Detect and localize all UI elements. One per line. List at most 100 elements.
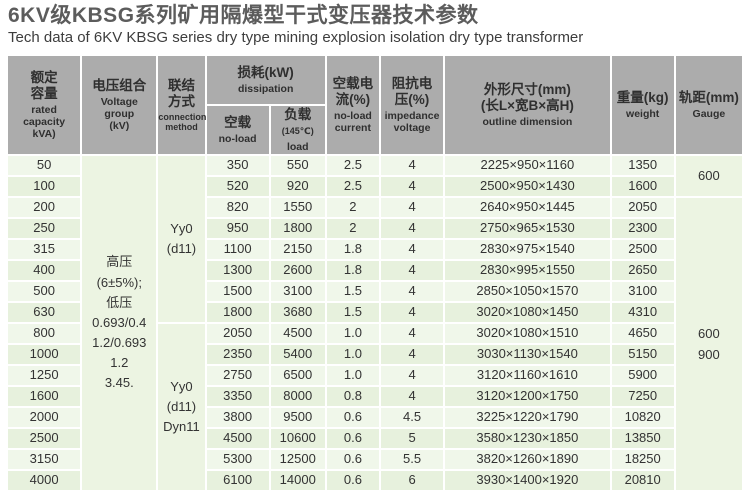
table-row: 3150 5300 12500 0.6 5.5 3820×1260×1890 1… xyxy=(8,449,742,469)
cell-weight: 2050 xyxy=(611,197,674,217)
cell-impedance: 4 xyxy=(380,197,444,217)
cell-impedance: 5 xyxy=(380,428,444,448)
table-row: 4000 6100 14000 0.6 6 3930×1400×1920 208… xyxy=(8,470,742,490)
subheader-load-loss: 负载(145℃) load xyxy=(270,105,325,154)
cell-no-load-current: 0.6 xyxy=(326,470,379,490)
cell-capacity: 3150 xyxy=(8,449,81,469)
cell-outline: 2850×1050×1570 xyxy=(445,281,610,301)
cell-capacity: 200 xyxy=(8,197,81,217)
cell-no-load-current: 1.8 xyxy=(326,260,379,280)
cell-no-load-current: 2.5 xyxy=(326,176,379,196)
cell-outline: 3820×1260×1890 xyxy=(445,449,610,469)
cell-load-loss: 8000 xyxy=(270,386,325,406)
header-no-load-current: 空载电 流(%) no-load current xyxy=(326,55,379,154)
cell-no-load-current: 0.6 xyxy=(326,449,379,469)
cell-weight: 7250 xyxy=(611,386,674,406)
cell-load-loss: 2150 xyxy=(270,239,325,259)
cell-weight: 4310 xyxy=(611,302,674,322)
cell-capacity: 2000 xyxy=(8,407,81,427)
cell-weight: 13850 xyxy=(611,428,674,448)
cell-no-load-loss: 3350 xyxy=(206,386,269,406)
cell-load-loss: 550 xyxy=(270,155,325,175)
cell-no-load-loss: 820 xyxy=(206,197,269,217)
cell-no-load-current: 1.5 xyxy=(326,281,379,301)
cell-load-loss: 2600 xyxy=(270,260,325,280)
cell-no-load-loss: 4500 xyxy=(206,428,269,448)
cell-no-load-current: 1.5 xyxy=(326,302,379,322)
cell-no-load-loss: 2750 xyxy=(206,365,269,385)
cell-impedance: 5.5 xyxy=(380,449,444,469)
cell-no-load-loss: 950 xyxy=(206,218,269,238)
cell-impedance: 4 xyxy=(380,176,444,196)
cell-connection-bottom: Yy0 (d11) Dyn11 xyxy=(158,323,205,490)
header-weight: 重量(kg) weight xyxy=(611,55,674,154)
cell-voltage-group: 高压 (6±5%); 低压 0.693/0.4 1.2/0.693 1.2 3.… xyxy=(82,155,157,490)
cell-outline: 2500×950×1430 xyxy=(445,176,610,196)
cell-capacity: 400 xyxy=(8,260,81,280)
cell-no-load-loss: 3800 xyxy=(206,407,269,427)
cell-outline: 2830×975×1540 xyxy=(445,239,610,259)
cell-load-loss: 4500 xyxy=(270,323,325,343)
cell-impedance: 4 xyxy=(380,344,444,364)
cell-weight: 3100 xyxy=(611,281,674,301)
cell-no-load-current: 0.6 xyxy=(326,428,379,448)
cell-load-loss: 6500 xyxy=(270,365,325,385)
table-row: 800 Yy0 (d11) Dyn11 2050 4500 1.0 4 3020… xyxy=(8,323,742,490)
cell-no-load-current: 1.8 xyxy=(326,239,379,259)
cell-weight: 5900 xyxy=(611,365,674,385)
header-rated-capacity: 额定 容量 rated capacity kVA) xyxy=(8,55,81,154)
cell-no-load-loss: 350 xyxy=(206,155,269,175)
cell-capacity: 1000 xyxy=(8,344,81,364)
cell-weight: 5150 xyxy=(611,344,674,364)
cell-impedance: 4 xyxy=(380,260,444,280)
table-row: 315 1100 2150 1.8 4 2830×975×1540 2500 xyxy=(8,239,742,259)
cell-capacity: 1250 xyxy=(8,365,81,385)
cell-no-load-loss: 1800 xyxy=(206,302,269,322)
cell-no-load-current: 2 xyxy=(326,197,379,217)
cell-outline: 2830×995×1550 xyxy=(445,260,610,280)
table-row: 250 950 1800 2 4 2750×965×1530 2300 xyxy=(8,218,742,238)
cell-impedance: 4 xyxy=(380,386,444,406)
cell-capacity: 2500 xyxy=(8,428,81,448)
table-row: 2000 3800 9500 0.6 4.5 3225×1220×1790 10… xyxy=(8,407,742,427)
cell-outline: 3020×1080×1450 xyxy=(445,302,610,322)
table-row: 1000 2350 5400 1.0 4 3030×1130×1540 5150 xyxy=(8,344,742,364)
cell-outline: 3225×1220×1790 xyxy=(445,407,610,427)
table-row: 500 1500 3100 1.5 4 2850×1050×1570 3100 xyxy=(8,281,742,301)
header-connection-method: 联结 方式 connection method xyxy=(158,55,206,154)
cell-impedance: 4 xyxy=(380,239,444,259)
cell-no-load-loss: 2350 xyxy=(206,344,269,364)
cell-weight: 2300 xyxy=(611,218,674,238)
cell-weight: 18250 xyxy=(611,449,674,469)
cell-no-load-loss: 6100 xyxy=(206,470,269,490)
cell-load-loss: 14000 xyxy=(270,470,325,490)
cell-impedance: 4.5 xyxy=(380,407,444,427)
table-row: 1250 2750 6500 1.0 4 3120×1160×1610 5900 xyxy=(8,365,742,385)
cell-no-load-current: 1.0 xyxy=(326,365,379,385)
cell-load-loss: 3100 xyxy=(270,281,325,301)
cell-capacity: 800 xyxy=(8,323,81,343)
table-row: 2500 4500 10600 0.6 5 3580×1230×1850 138… xyxy=(8,428,742,448)
cell-no-load-loss: 520 xyxy=(206,176,269,196)
page-subtitle: Tech data of 6KV KBSG series dry type mi… xyxy=(8,29,584,47)
header-impedance-voltage: 阻抗电 压(%) impedance voltage xyxy=(380,55,444,154)
cell-impedance: 4 xyxy=(380,323,444,343)
cell-weight: 20810 xyxy=(611,470,674,490)
cell-no-load-loss: 1100 xyxy=(206,239,269,259)
cell-capacity: 100 xyxy=(8,176,81,196)
cell-no-load-loss: 2050 xyxy=(206,323,269,343)
cell-impedance: 4 xyxy=(380,281,444,301)
cell-impedance: 4 xyxy=(380,365,444,385)
cell-capacity: 4000 xyxy=(8,470,81,490)
cell-capacity: 250 xyxy=(8,218,81,238)
cell-outline: 3030×1130×1540 xyxy=(445,344,610,364)
cell-outline: 2225×950×1160 xyxy=(445,155,610,175)
cell-weight: 2500 xyxy=(611,239,674,259)
cell-gauge-top: 600 xyxy=(675,155,742,196)
cell-load-loss: 1800 xyxy=(270,218,325,238)
cell-no-load-loss: 1500 xyxy=(206,281,269,301)
cell-no-load-current: 2 xyxy=(326,218,379,238)
table-row: 200 820 1550 2 4 2640×950×1445 2050 600 … xyxy=(8,197,742,490)
cell-capacity: 630 xyxy=(8,302,81,322)
cell-impedance: 4 xyxy=(380,302,444,322)
